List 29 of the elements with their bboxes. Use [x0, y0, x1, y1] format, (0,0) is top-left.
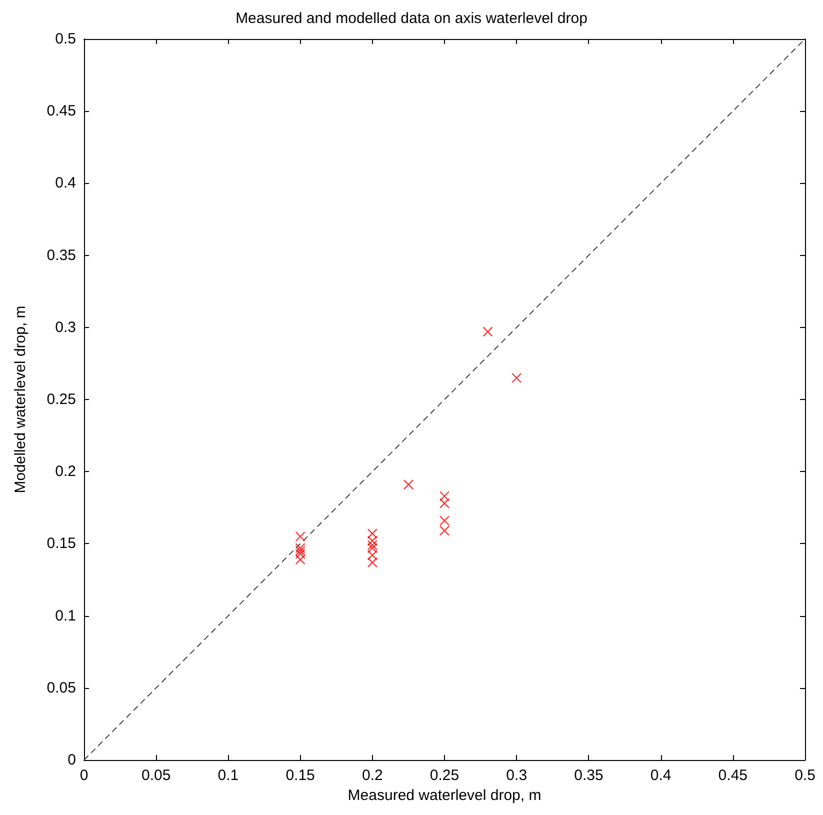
- y-tick-label: 0.05: [46, 679, 76, 696]
- x-tick-label: 0: [80, 767, 88, 784]
- y-tick-label: 0: [68, 752, 76, 768]
- y-tick-label: 0.25: [46, 391, 76, 408]
- x-axis-title: Measured waterlevel drop, m: [348, 786, 542, 804]
- chart-title: Measured and modelled data on axis waterlevel drop: [236, 10, 588, 27]
- x-tick-label: 0.35: [574, 767, 604, 784]
- x-tick-label: 0.25: [430, 767, 460, 784]
- x-tick-label: 0.3: [506, 767, 528, 784]
- y-tick-label: 0.1: [55, 607, 76, 624]
- x-tick-label: 0.1: [218, 767, 239, 784]
- x-tick-label: 0.5: [794, 767, 816, 784]
- y-tick-label: 0.3: [55, 318, 76, 336]
- y-tick-label: 0.4: [55, 174, 76, 192]
- x-tick-label: 0.45: [718, 767, 748, 784]
- y-tick-label: 0.2: [55, 463, 76, 480]
- y-axis-title: Modelled waterlevel drop, m: [12, 306, 29, 494]
- x-tick-label: 0.15: [286, 767, 315, 784]
- point: [403, 479, 414, 490]
- y-tick-label: 0.45: [46, 102, 76, 120]
- x-tick-label: 0.2: [362, 767, 383, 784]
- point: [482, 326, 493, 337]
- point: [512, 372, 522, 383]
- point: [295, 548, 306, 559]
- y-tick-label: 0.35: [46, 246, 76, 264]
- x-tick-label: 0.4: [650, 767, 672, 784]
- x-tick-label: 0.05: [142, 767, 171, 784]
- y-tick-label: 0.5: [55, 30, 76, 48]
- y-tick-label: 0.15: [46, 535, 76, 552]
